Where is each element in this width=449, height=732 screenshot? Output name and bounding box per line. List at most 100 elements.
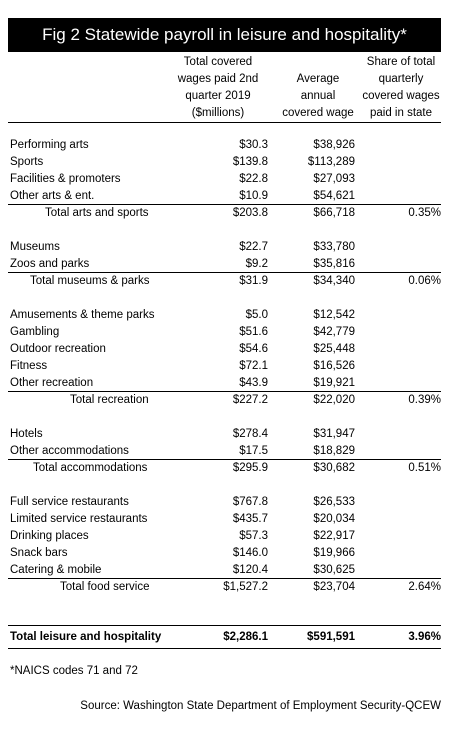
row-value: $22.8 bbox=[239, 173, 268, 185]
total-value: $30,682 bbox=[313, 462, 355, 474]
column-header: ($millions) bbox=[191, 107, 245, 119]
row-value: $43.9 bbox=[239, 377, 268, 389]
row-value: $38,926 bbox=[313, 139, 355, 151]
row-value: $5.0 bbox=[245, 309, 268, 321]
total-value: $31.9 bbox=[239, 275, 268, 287]
total-rule bbox=[8, 459, 441, 460]
row-value: $20,034 bbox=[313, 513, 355, 525]
total-value: $66,718 bbox=[313, 207, 355, 219]
row-label: Gambling bbox=[10, 326, 60, 338]
column-header: Share of total bbox=[366, 56, 436, 68]
total-rule bbox=[8, 272, 441, 273]
row-value: $54,621 bbox=[313, 190, 355, 202]
total-value: 2.64% bbox=[408, 581, 441, 593]
row-label: Hotels bbox=[10, 428, 43, 440]
total-value: $295.9 bbox=[232, 462, 268, 474]
row-label: Drinking places bbox=[10, 530, 89, 542]
column-header: Average bbox=[296, 73, 340, 85]
row-value: $435.7 bbox=[232, 513, 268, 525]
grand-total-value: $2,286.1 bbox=[223, 631, 268, 643]
row-value: $113,289 bbox=[307, 156, 355, 168]
row-value: $10.9 bbox=[239, 190, 268, 202]
row-value: $19,921 bbox=[313, 377, 355, 389]
row-label: Sports bbox=[10, 156, 44, 168]
row-label: Museums bbox=[10, 241, 60, 253]
row-label: Catering & mobile bbox=[10, 564, 102, 576]
total-value: $34,340 bbox=[313, 275, 355, 287]
row-value: $120.4 bbox=[232, 564, 268, 576]
row-label: Zoos and parks bbox=[10, 258, 90, 270]
total-value: 0.06% bbox=[408, 275, 441, 287]
row-value: $17.5 bbox=[239, 445, 268, 457]
row-label: Performing arts bbox=[10, 139, 89, 151]
row-value: $27,093 bbox=[313, 173, 355, 185]
total-label: Total museums & parks bbox=[30, 275, 150, 287]
header-rule bbox=[8, 122, 441, 123]
row-value: $18,829 bbox=[313, 445, 355, 457]
column-header: covered wages bbox=[362, 90, 440, 102]
row-value: $57.3 bbox=[239, 530, 268, 542]
total-value: $203.8 bbox=[232, 207, 268, 219]
column-header: covered wage bbox=[282, 107, 354, 119]
total-label: Total accommodations bbox=[33, 462, 148, 474]
column-header: annual bbox=[300, 90, 336, 102]
total-value: $22,020 bbox=[313, 394, 355, 406]
row-value: $30.3 bbox=[239, 139, 268, 151]
total-value: $227.2 bbox=[232, 394, 268, 406]
total-value: $1,527.2 bbox=[223, 581, 268, 593]
row-value: $25,448 bbox=[313, 343, 355, 355]
total-rule bbox=[8, 578, 441, 579]
row-value: $30,625 bbox=[313, 564, 355, 576]
total-label: Total food service bbox=[60, 581, 150, 593]
row-value: $9.2 bbox=[245, 258, 268, 270]
footnote: *NAICS codes 71 and 72 bbox=[10, 665, 138, 677]
row-label: Other recreation bbox=[10, 377, 94, 389]
total-value: 0.39% bbox=[408, 394, 441, 406]
total-value: 0.51% bbox=[408, 462, 441, 474]
column-header: quarterly bbox=[378, 73, 424, 85]
total-value: 0.35% bbox=[408, 207, 441, 219]
row-value: $16,526 bbox=[313, 360, 355, 372]
row-label: Snack bars bbox=[10, 547, 68, 559]
row-value: $22.7 bbox=[239, 241, 268, 253]
row-value: $12,542 bbox=[313, 309, 355, 321]
total-label: Total arts and sports bbox=[45, 207, 149, 219]
row-value: $35,816 bbox=[313, 258, 355, 270]
total-value: $23,704 bbox=[313, 581, 355, 593]
row-value: $19,966 bbox=[313, 547, 355, 559]
total-label: Total recreation bbox=[70, 394, 149, 406]
row-value: $54.6 bbox=[239, 343, 268, 355]
row-value: $26,533 bbox=[313, 496, 355, 508]
title: Fig 2 Statewide payroll in leisure and h… bbox=[8, 18, 441, 52]
row-label: Other accommodations bbox=[10, 445, 129, 457]
row-value: $139.8 bbox=[232, 156, 268, 168]
grand-total-value: $591,591 bbox=[307, 631, 355, 643]
grand-rule bbox=[8, 625, 441, 626]
row-value: $22,917 bbox=[313, 530, 355, 542]
row-value: $51.6 bbox=[239, 326, 268, 338]
total-rule bbox=[8, 391, 441, 392]
total-rule bbox=[8, 204, 441, 205]
source: Source: Washington State Department of E… bbox=[80, 700, 441, 712]
row-value: $72.1 bbox=[239, 360, 268, 372]
row-label: Fitness bbox=[10, 360, 48, 372]
row-value: $278.4 bbox=[232, 428, 268, 440]
grand-total-label: Total leisure and hospitality bbox=[10, 631, 162, 643]
grand-rule bbox=[8, 648, 441, 649]
row-label: Limited service restaurants bbox=[10, 513, 148, 525]
row-value: $146.0 bbox=[232, 547, 268, 559]
column-header: paid in state bbox=[369, 107, 432, 119]
row-label: Full service restaurants bbox=[10, 496, 129, 508]
row-value: $42,779 bbox=[313, 326, 355, 338]
row-label: Other arts & ent. bbox=[10, 190, 95, 202]
column-header: quarter 2019 bbox=[185, 90, 251, 102]
column-header: wages paid 2nd bbox=[177, 73, 259, 85]
grand-total-value: 3.96% bbox=[408, 631, 441, 643]
row-label: Outdoor recreation bbox=[10, 343, 106, 355]
row-label: Facilities & promoters bbox=[10, 173, 121, 185]
row-value: $767.8 bbox=[232, 496, 268, 508]
row-value: $31,947 bbox=[313, 428, 355, 440]
column-header: Total covered bbox=[183, 56, 253, 68]
row-value: $33,780 bbox=[313, 241, 355, 253]
